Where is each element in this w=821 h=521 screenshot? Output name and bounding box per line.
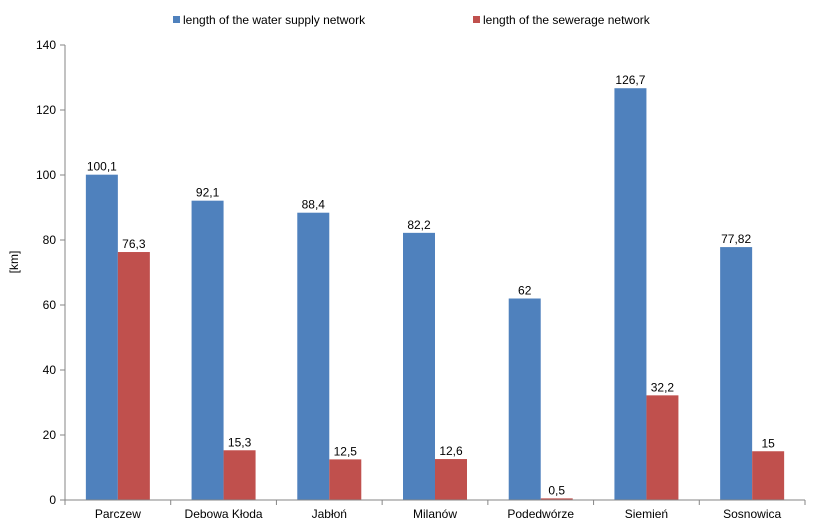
data-label: 15: [761, 436, 775, 450]
data-label: 100,1: [87, 160, 117, 174]
bar: [540, 498, 573, 500]
bar: [85, 174, 118, 501]
x-tick-label: Milanów: [413, 507, 457, 521]
data-label: 92,1: [196, 186, 220, 200]
x-tick-label: Debowa Kłoda: [185, 507, 263, 521]
data-label: 77,82: [721, 232, 751, 246]
y-tick-label: 60: [43, 298, 57, 312]
data-label: 82,2: [407, 218, 431, 232]
legend-label: length of the sewerage network: [483, 13, 651, 27]
data-label: 0,5: [548, 483, 565, 497]
data-label: 126,7: [615, 73, 645, 87]
bar: [191, 200, 224, 501]
data-label: 12,5: [334, 444, 358, 458]
data-label: 32,2: [651, 380, 675, 394]
legend-swatch: [173, 16, 180, 23]
bar: [223, 450, 256, 500]
bar: [329, 459, 362, 500]
bar: [614, 88, 647, 500]
bars: 100,1 92,1 88,4 82,2 62 126,7 77,82 76,3 15,3 12,…: [85, 73, 785, 501]
bar: [646, 395, 679, 500]
x-axis: Parczew Debowa Kłoda Jabłoń Milanów Podedwór…: [64, 499, 806, 521]
bar: [720, 247, 753, 500]
data-label: 15,3: [228, 435, 252, 449]
y-axis: 0 20 40 60 80 100 120 140: [36, 38, 66, 507]
x-tick-label: Parczew: [95, 507, 141, 521]
y-tick-label: 80: [43, 233, 57, 247]
y-tick-label: 20: [43, 428, 57, 442]
data-label: 12,6: [439, 444, 463, 458]
data-label: 88,4: [302, 198, 326, 212]
bar: [508, 298, 541, 500]
y-tick-label: 120: [36, 103, 56, 117]
bar: [297, 212, 330, 500]
x-tick-label: Jabłoń: [312, 507, 347, 521]
legend: length of the water supply network length…: [173, 13, 651, 27]
y-tick-label: 0: [49, 493, 56, 507]
bar: [403, 232, 435, 500]
data-label: 76,3: [122, 237, 146, 251]
legend-label: length of the water supply network: [183, 13, 366, 27]
y-tick-label: 140: [36, 38, 56, 52]
x-tick-label: Podedwórze: [507, 507, 574, 521]
y-tick-label: 40: [43, 363, 57, 377]
bar: [435, 459, 467, 500]
bar: [752, 451, 785, 500]
x-tick-label: Sosnowica: [723, 507, 781, 521]
y-tick-label: 100: [36, 168, 56, 182]
bar: [117, 252, 150, 500]
data-label: 62: [518, 284, 532, 298]
x-tick-label: Siemień: [625, 507, 668, 521]
legend-swatch: [473, 16, 480, 23]
y-axis-label: [km]: [7, 251, 21, 274]
